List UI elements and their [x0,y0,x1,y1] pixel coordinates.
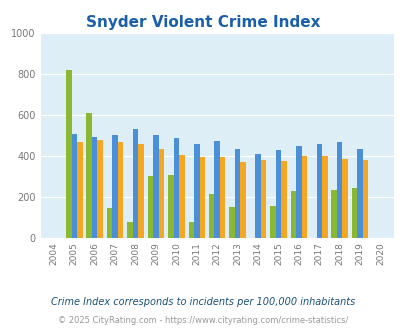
Bar [281,161,286,238]
Bar [117,142,123,238]
Bar [290,190,295,238]
Bar [86,113,92,238]
Bar [255,154,260,238]
Bar [112,135,117,238]
Bar [173,138,179,238]
Bar [362,160,367,238]
Bar [351,188,356,238]
Bar [260,160,266,238]
Bar [77,142,82,238]
Bar [132,129,138,238]
Bar [336,143,342,238]
Bar [214,142,220,238]
Bar [158,149,164,238]
Bar [199,157,205,238]
Bar [321,156,327,238]
Bar [92,137,97,238]
Bar [295,146,301,238]
Bar [188,222,194,238]
Bar [179,155,184,238]
Bar [342,159,347,238]
Bar [71,134,77,238]
Bar [138,144,143,238]
Bar [127,222,132,238]
Bar [153,135,158,238]
Bar [270,206,275,238]
Text: Crime Index corresponds to incidents per 100,000 inhabitants: Crime Index corresponds to incidents per… [51,297,354,307]
Bar [107,208,112,238]
Bar [330,189,336,238]
Bar [316,144,321,238]
Text: Snyder Violent Crime Index: Snyder Violent Crime Index [85,15,320,30]
Bar [220,157,225,238]
Bar [234,148,240,238]
Bar [301,156,307,238]
Text: © 2025 CityRating.com - https://www.cityrating.com/crime-statistics/: © 2025 CityRating.com - https://www.city… [58,316,347,325]
Bar [275,150,281,238]
Bar [97,140,103,238]
Bar [147,176,153,238]
Bar [168,175,173,238]
Bar [66,70,71,238]
Bar [194,144,199,238]
Bar [356,149,362,238]
Bar [229,207,234,238]
Bar [240,162,245,238]
Bar [209,194,214,238]
